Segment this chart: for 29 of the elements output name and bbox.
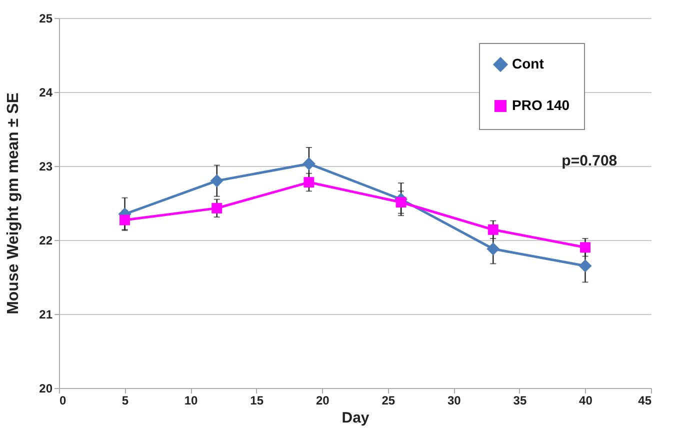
x-tick-label: 45: [638, 394, 652, 408]
point: [396, 197, 406, 208]
x-tick-label: 40: [579, 394, 593, 408]
x-tick-label: 10: [184, 394, 198, 408]
x-tick-label: 25: [382, 394, 396, 408]
y-tick-label: 23: [39, 160, 53, 174]
x-tick-label: 35: [513, 394, 527, 408]
x-tick-label: 20: [316, 394, 330, 408]
y-tick-label: 22: [39, 234, 53, 248]
point: [578, 259, 592, 272]
legend-label: Cont: [512, 56, 544, 72]
y-tick-label: 24: [39, 86, 53, 100]
legend-label: PRO 140: [512, 97, 570, 113]
point: [210, 174, 224, 188]
y-tick-label: 21: [39, 308, 53, 322]
point: [120, 214, 130, 226]
point: [580, 242, 590, 253]
annotation: p=0.708: [562, 152, 618, 170]
x-tick-label: 30: [447, 394, 462, 408]
x-tick-label: 5: [122, 394, 129, 408]
y-tick-label: 25: [39, 12, 53, 26]
y-tick-label: 20: [39, 382, 53, 396]
x-tick-label: 0: [60, 394, 66, 408]
point: [302, 157, 316, 170]
point: [486, 242, 500, 256]
point: [212, 202, 222, 214]
x-axis-title: Day: [342, 410, 370, 426]
x-tick-label: 15: [250, 394, 264, 408]
y-axis-title: Mouse Weight gm mean ± SE: [5, 92, 22, 314]
